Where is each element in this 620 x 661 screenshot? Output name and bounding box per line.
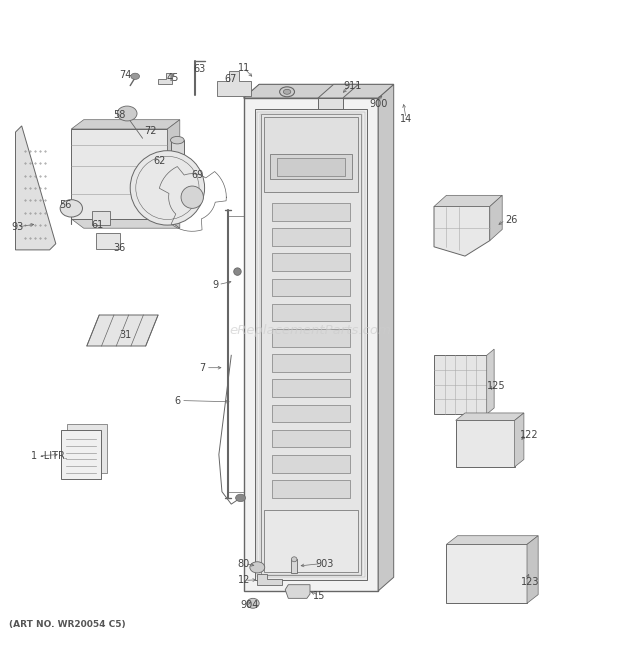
Ellipse shape <box>181 186 203 208</box>
Bar <box>272 405 350 422</box>
Text: 56: 56 <box>60 200 72 210</box>
Bar <box>257 112 365 577</box>
Polygon shape <box>71 219 180 228</box>
Text: 62: 62 <box>154 156 166 166</box>
Polygon shape <box>257 574 282 585</box>
Ellipse shape <box>247 598 259 608</box>
Polygon shape <box>434 196 502 206</box>
Bar <box>260 114 362 575</box>
Bar <box>261 114 361 575</box>
Text: 6: 6 <box>175 395 181 406</box>
Ellipse shape <box>130 151 205 225</box>
Ellipse shape <box>236 494 246 502</box>
Polygon shape <box>244 85 394 98</box>
Polygon shape <box>515 413 524 467</box>
Text: 911: 911 <box>343 81 362 91</box>
Text: 900: 900 <box>369 98 388 108</box>
Bar <box>272 455 350 473</box>
Ellipse shape <box>170 136 184 144</box>
Bar <box>272 228 350 246</box>
Text: 15: 15 <box>313 592 326 602</box>
Text: 58: 58 <box>113 110 126 120</box>
Polygon shape <box>446 535 538 545</box>
Text: 9: 9 <box>212 280 218 290</box>
Polygon shape <box>16 126 56 250</box>
Bar <box>244 98 378 591</box>
Polygon shape <box>71 120 180 129</box>
Text: 903: 903 <box>315 559 334 568</box>
Text: 93: 93 <box>11 222 24 232</box>
Bar <box>272 354 350 371</box>
Polygon shape <box>527 535 538 603</box>
Bar <box>272 303 350 321</box>
Text: 125: 125 <box>487 381 505 391</box>
Ellipse shape <box>60 200 82 217</box>
Ellipse shape <box>250 562 265 573</box>
Text: 1 -LITR.: 1 -LITR. <box>31 451 68 461</box>
Polygon shape <box>490 196 502 241</box>
Polygon shape <box>456 413 524 420</box>
Bar <box>92 212 110 225</box>
Bar <box>291 559 297 573</box>
Text: 61: 61 <box>92 220 104 230</box>
Polygon shape <box>244 85 394 98</box>
Text: 45: 45 <box>166 73 179 83</box>
Ellipse shape <box>291 557 297 562</box>
Polygon shape <box>217 71 251 96</box>
Ellipse shape <box>283 89 291 95</box>
Text: 26: 26 <box>505 215 518 225</box>
Text: 72: 72 <box>144 126 157 136</box>
Ellipse shape <box>234 268 241 276</box>
Bar <box>272 480 350 498</box>
Bar <box>272 329 350 346</box>
Bar <box>277 157 345 176</box>
Bar <box>272 203 350 221</box>
Text: 74: 74 <box>120 70 132 80</box>
Bar <box>170 140 184 165</box>
Text: 63: 63 <box>193 65 206 75</box>
Polygon shape <box>487 349 494 414</box>
Ellipse shape <box>280 87 294 97</box>
Text: 67: 67 <box>224 74 237 84</box>
Bar <box>456 420 515 467</box>
Text: 12: 12 <box>237 575 250 586</box>
Text: 69: 69 <box>191 171 203 180</box>
Bar <box>270 155 352 179</box>
Text: (ART NO. WR20054 C5): (ART NO. WR20054 C5) <box>9 620 126 629</box>
Polygon shape <box>167 120 180 228</box>
Text: 123: 123 <box>521 577 539 587</box>
Polygon shape <box>67 424 107 473</box>
Text: 11: 11 <box>237 63 250 73</box>
Polygon shape <box>434 206 490 256</box>
Ellipse shape <box>131 73 140 79</box>
Bar <box>272 379 350 397</box>
Bar <box>96 233 120 249</box>
Text: 904: 904 <box>240 600 259 609</box>
Bar <box>272 430 350 447</box>
Bar <box>446 545 527 603</box>
Polygon shape <box>285 585 310 598</box>
Bar <box>272 278 350 296</box>
Text: 36: 36 <box>113 243 126 253</box>
Bar <box>264 117 358 192</box>
Ellipse shape <box>117 106 137 121</box>
Bar <box>255 109 367 580</box>
Polygon shape <box>87 315 158 346</box>
Bar <box>434 356 487 414</box>
Text: 80: 80 <box>237 559 250 568</box>
Polygon shape <box>318 85 358 98</box>
Text: 7: 7 <box>200 363 206 373</box>
Text: 31: 31 <box>120 330 132 340</box>
Bar <box>71 129 167 219</box>
Text: 122: 122 <box>520 430 538 440</box>
Polygon shape <box>378 85 394 591</box>
Polygon shape <box>158 73 172 84</box>
Text: 14: 14 <box>400 114 412 124</box>
Text: eReplacementParts.com: eReplacementParts.com <box>229 324 391 337</box>
Bar <box>318 98 343 109</box>
Bar <box>264 510 358 572</box>
Bar <box>272 253 350 271</box>
Bar <box>61 430 101 479</box>
